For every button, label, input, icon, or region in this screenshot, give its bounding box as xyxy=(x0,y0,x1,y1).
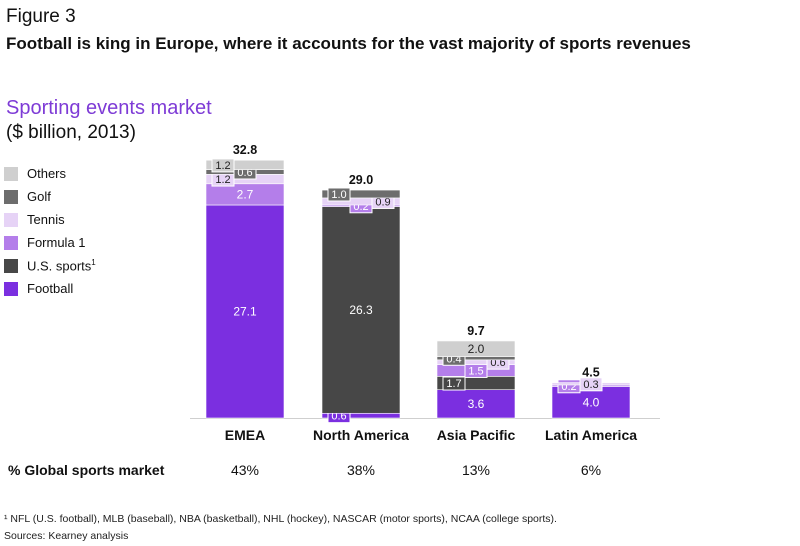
data-label-north-america-tennis: 0.9 xyxy=(375,196,390,208)
legend-swatch-tennis xyxy=(4,212,18,227)
total-label-asia-pacific: 9.7 xyxy=(467,324,484,338)
legend-label-others: Others xyxy=(27,166,67,181)
headline: Football is king in Europe, where it acc… xyxy=(6,34,691,53)
chart-title: Sporting events market xyxy=(6,97,212,119)
legend-item-formula-1: Formula 1 xyxy=(4,231,96,254)
data-label-emea-formula-1: 2.7 xyxy=(237,187,254,201)
legend-item-tennis: Tennis xyxy=(4,208,96,231)
legend-label-football: Football xyxy=(27,281,74,296)
footnote: ¹ NFL (U.S. football), MLB (baseball), N… xyxy=(4,513,557,525)
bar-segment-asia-pacific-football xyxy=(436,389,516,419)
legend-item-others: Others xyxy=(4,162,96,185)
legend: Others Golf Tennis Formula 1 U.S. sports… xyxy=(4,162,96,300)
data-label-emea-tennis: 1.2 xyxy=(215,174,230,186)
figure-label: Figure 3 xyxy=(6,6,76,27)
source: Sources: Kearney analysis xyxy=(4,530,129,542)
data-label-emea-golf: 0.6 xyxy=(237,167,252,179)
bar-segment-asia-pacific-others xyxy=(436,340,516,357)
data-label-emea-others: 1.2 xyxy=(215,160,230,172)
global-share-label: % Global sports market xyxy=(8,462,165,478)
label-chip-asia-pacific-u-s-sports xyxy=(442,376,466,391)
global-share-north-america: 38% xyxy=(346,462,376,478)
total-label-north-america: 29.0 xyxy=(349,173,373,187)
legend-label-golf: Golf xyxy=(27,189,51,204)
bar-segment-emea-football xyxy=(205,204,285,419)
label-chip-emea-others xyxy=(211,158,235,173)
total-label-latin-america: 4.5 xyxy=(582,366,599,380)
legend-item-golf: Golf xyxy=(4,185,96,208)
data-label-asia-pacific-others: 2.0 xyxy=(468,342,485,356)
legend-item-football: Football xyxy=(4,277,96,300)
label-chip-north-america-golf xyxy=(327,187,351,202)
legend-swatch-us-sports xyxy=(4,258,18,273)
data-label-latin-america-football: 4.0 xyxy=(583,395,600,409)
category-label-emea: EMEA xyxy=(225,427,265,443)
legend-swatch-others xyxy=(4,166,18,181)
data-label-asia-pacific-u-s-sports: 1.7 xyxy=(446,378,461,390)
legend-label-tennis: Tennis xyxy=(27,212,65,227)
data-label-asia-pacific-formula-1: 1.5 xyxy=(468,365,483,377)
data-label-north-america-football: 0.6 xyxy=(331,411,346,423)
bar-segment-north-america-golf xyxy=(321,189,401,199)
legend-swatch-football xyxy=(4,281,18,296)
data-label-asia-pacific-football: 3.6 xyxy=(468,397,485,411)
legend-label-us-sports-text: U.S. sports xyxy=(27,258,92,274)
data-label-emea-football: 27.1 xyxy=(233,304,257,318)
total-label-emea: 32.8 xyxy=(233,143,257,157)
footnote-marker: 1 xyxy=(91,257,96,267)
category-label-asia-pacific: Asia Pacific xyxy=(437,427,516,443)
chart-subtitle: ($ billion, 2013) xyxy=(6,122,136,143)
bar-segment-emea-others xyxy=(205,159,285,170)
global-share-latin-america: 6% xyxy=(580,462,602,478)
legend-swatch-formula-1 xyxy=(4,235,18,250)
bar-segment-north-america-u-s-sports xyxy=(321,206,401,414)
data-label-north-america-golf: 1.0 xyxy=(331,189,346,201)
legend-item-us-sports: U.S. sports1 xyxy=(4,254,96,277)
legend-label-us-sports: U.S. sports1 xyxy=(27,258,96,273)
data-label-asia-pacific-tennis: 0.6 xyxy=(490,357,505,369)
legend-swatch-golf xyxy=(4,189,18,204)
global-share-emea: 43% xyxy=(230,462,260,478)
data-label-latin-america-tennis: 0.3 xyxy=(583,379,598,391)
category-label-north-america: North America xyxy=(313,427,409,443)
category-label-latin-america: Latin America xyxy=(545,427,637,443)
data-label-north-america-u-s-sports: 26.3 xyxy=(349,303,373,317)
label-chip-latin-america-tennis xyxy=(579,377,603,392)
legend-label-formula-1: Formula 1 xyxy=(27,235,86,250)
global-share-asia-pacific: 13% xyxy=(461,462,491,478)
